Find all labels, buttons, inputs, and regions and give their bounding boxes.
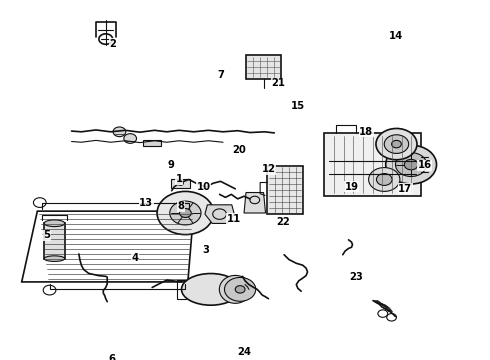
Text: 12: 12 bbox=[262, 164, 275, 174]
Text: 10: 10 bbox=[196, 182, 211, 192]
Circle shape bbox=[235, 285, 245, 293]
Text: 5: 5 bbox=[44, 230, 50, 240]
Text: 15: 15 bbox=[291, 101, 305, 111]
Text: 1: 1 bbox=[175, 175, 183, 184]
Bar bbox=[44, 223, 65, 258]
Circle shape bbox=[384, 135, 409, 153]
Circle shape bbox=[170, 201, 201, 225]
Bar bbox=[144, 140, 161, 146]
Text: 20: 20 bbox=[232, 145, 246, 156]
Circle shape bbox=[224, 278, 256, 301]
Text: 16: 16 bbox=[418, 160, 432, 170]
Text: 4: 4 bbox=[131, 253, 139, 263]
Bar bbox=[324, 133, 421, 196]
Circle shape bbox=[124, 134, 137, 143]
Ellipse shape bbox=[44, 220, 65, 226]
Text: 21: 21 bbox=[271, 78, 285, 89]
Circle shape bbox=[179, 208, 191, 217]
Text: 18: 18 bbox=[359, 127, 373, 137]
Circle shape bbox=[113, 127, 126, 137]
Text: 7: 7 bbox=[217, 70, 224, 80]
Text: 11: 11 bbox=[227, 213, 241, 224]
Text: 24: 24 bbox=[237, 347, 251, 356]
Text: 17: 17 bbox=[398, 184, 412, 194]
Text: 19: 19 bbox=[344, 182, 359, 192]
Text: 6: 6 bbox=[109, 354, 116, 360]
Polygon shape bbox=[205, 205, 234, 224]
Text: 2: 2 bbox=[110, 39, 117, 49]
Bar bbox=[246, 55, 281, 78]
Circle shape bbox=[157, 192, 214, 235]
Text: 9: 9 bbox=[167, 160, 174, 170]
Text: 13: 13 bbox=[139, 198, 153, 208]
Circle shape bbox=[404, 159, 418, 170]
Bar bbox=[268, 166, 303, 214]
Circle shape bbox=[392, 140, 401, 148]
Circle shape bbox=[376, 129, 417, 160]
Text: 14: 14 bbox=[389, 31, 403, 41]
Text: 23: 23 bbox=[349, 272, 363, 282]
Polygon shape bbox=[244, 193, 266, 213]
Text: 3: 3 bbox=[202, 245, 209, 255]
Ellipse shape bbox=[181, 274, 240, 305]
Circle shape bbox=[376, 174, 392, 185]
Circle shape bbox=[386, 145, 437, 184]
Text: 22: 22 bbox=[276, 217, 290, 227]
Bar bbox=[171, 180, 190, 188]
Ellipse shape bbox=[44, 256, 65, 261]
Circle shape bbox=[395, 153, 427, 176]
Text: 8: 8 bbox=[177, 201, 184, 211]
Ellipse shape bbox=[220, 275, 251, 303]
Circle shape bbox=[368, 167, 400, 192]
